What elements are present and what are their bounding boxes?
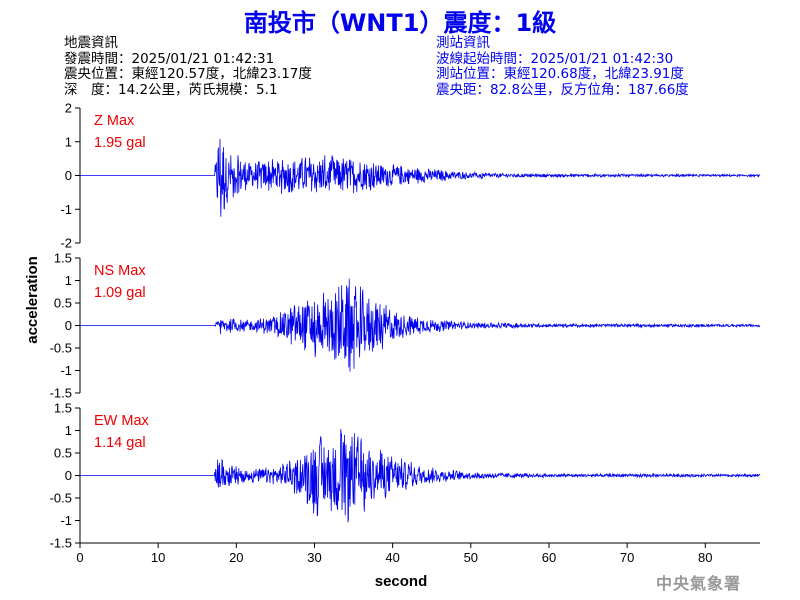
y-tick-label: -2 — [60, 236, 72, 251]
station-info-heading: 測站資訊 — [436, 35, 490, 51]
y-tick-label: 0 — [65, 318, 72, 333]
x-tick-label: 30 — [307, 550, 321, 565]
x-tick-label: 0 — [76, 550, 83, 565]
max-value-ns: 1.09 gal — [94, 285, 146, 301]
y-tick-label: 1 — [65, 134, 72, 149]
max-label-ns: NS Max — [94, 263, 146, 279]
y-tick-label: -0.5 — [50, 491, 72, 506]
station-info: 測站資訊 波線起始時間：2025/01/21 01:42:30 測站位置：東經1… — [436, 35, 689, 98]
origin-time: 發震時間：2025/01/21 01:42:31 — [64, 50, 275, 67]
x-tick-label: 10 — [151, 550, 165, 565]
earthquake-info: 地震資訊 發震時間：2025/01/21 01:42:31 震央位置：東經120… — [64, 35, 312, 98]
station-location: 測站位置：東經120.68度，北緯23.91度 — [436, 66, 684, 82]
x-tick-label: 40 — [385, 550, 399, 565]
y-tick-label: 1.5 — [54, 401, 72, 416]
y-tick-label: -1 — [60, 363, 72, 378]
y-tick-label: 0 — [65, 168, 72, 183]
earthquake-info-heading: 地震資訊 — [64, 35, 118, 51]
y-tick-label: -1 — [60, 513, 72, 528]
y-tick-label: 1.5 — [54, 251, 72, 266]
y-tick-label: 0.5 — [54, 296, 72, 311]
max-value-ew: 1.14 gal — [94, 435, 146, 451]
agency-credit: 中央氣象署 — [656, 574, 742, 593]
x-axis-label: second — [375, 573, 428, 590]
x-tick-label: 60 — [542, 550, 556, 565]
x-tick-label: 70 — [620, 550, 634, 565]
max-value-z: 1.95 gal — [94, 135, 146, 151]
waveform-ew — [80, 428, 761, 523]
y-tick-label: 0 — [65, 468, 72, 483]
y-tick-label: 2 — [65, 101, 72, 116]
x-tick-label: 80 — [698, 550, 712, 565]
y-tick-label: -1.5 — [50, 536, 72, 551]
epicentral-distance: 震央距：82.8公里，反方位角：187.66度 — [436, 81, 689, 98]
x-tick-label: 20 — [229, 550, 243, 565]
y-axis-label: acceleration — [24, 256, 41, 344]
y-tick-label: 0.5 — [54, 446, 72, 461]
max-label-ew: EW Max — [94, 413, 150, 429]
x-tick-label: 50 — [464, 550, 478, 565]
epicenter-location: 震央位置：東經120.57度，北緯23.17度 — [64, 66, 312, 82]
page-title: 南投市（WNT1）震度：1級 — [243, 9, 557, 37]
y-tick-label: 1 — [65, 423, 72, 438]
y-tick-label: -1.5 — [50, 386, 72, 401]
y-tick-label: -1 — [60, 202, 72, 217]
y-tick-label: 1 — [65, 273, 72, 288]
wave-start-time: 波線起始時間：2025/01/21 01:42:30 — [436, 50, 674, 67]
max-label-z: Z Max — [94, 113, 135, 129]
waveform-ns — [80, 278, 761, 372]
y-tick-label: -0.5 — [50, 341, 72, 356]
waveform-z — [80, 138, 761, 217]
depth-magnitude: 深 度：14.2公里，芮氏規模：5.1 — [64, 81, 278, 98]
